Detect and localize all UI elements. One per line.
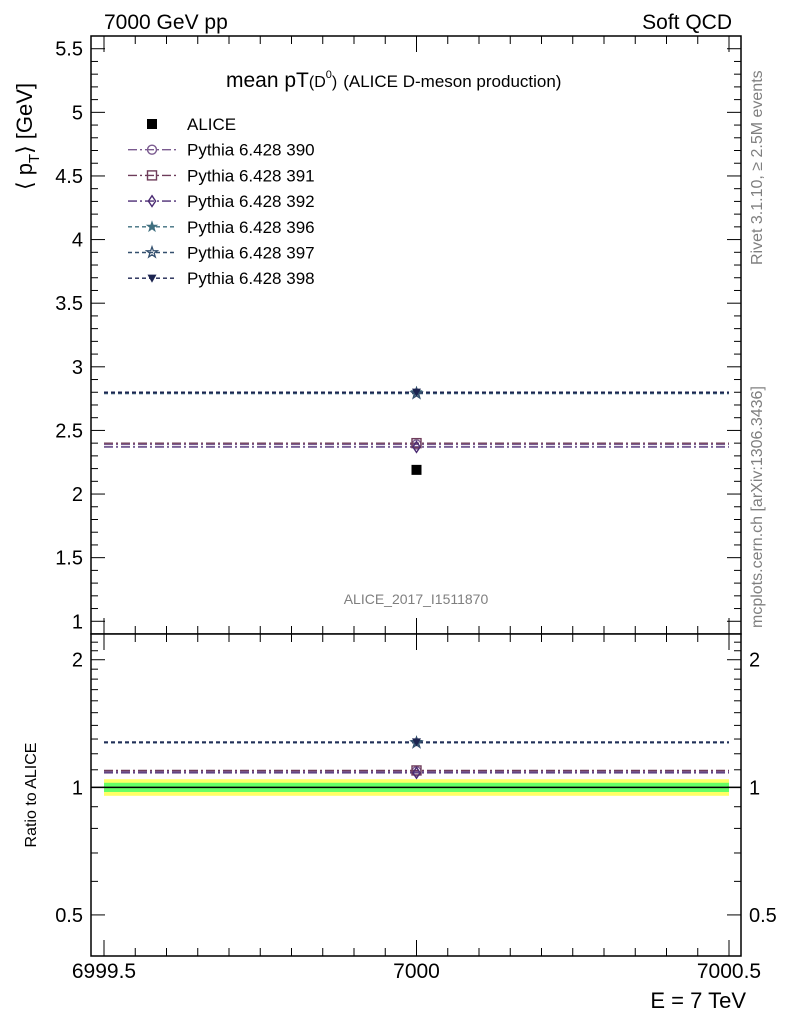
x-axis-label: E = 7 TeV [650, 988, 746, 1013]
main-y-axis-label-sub: T [26, 154, 43, 163]
header-beam-label: 7000 GeV pp [104, 11, 228, 34]
y-tick-label: 3.5 [55, 293, 83, 315]
rivet-version-label: Rivet 3.1.10, ≥ 2.5M events [749, 70, 766, 265]
y-tick-label: 5.5 [55, 39, 83, 61]
ratio-point-p398 [412, 738, 421, 747]
plot-title-main: mean pT [226, 69, 309, 92]
x-tick-labels: 6999.5 7000 7000.5 [72, 960, 761, 983]
data-point-alice [411, 464, 422, 475]
ratio-uncertainty-band [91, 779, 741, 796]
x-tick-label: 7000 [393, 960, 440, 983]
main-panel: 1 1.5 2 2.5 3 3.5 4 4.5 5 5.5 mean pT(D0) (ALICE D… [12, 35, 742, 635]
y-tick-label: 3 [72, 357, 83, 379]
main-y-axis-label-close: ⟩ [GeV] [12, 83, 37, 154]
legend-entry-p397: Pythia 6.428 397 [128, 244, 315, 263]
legend-marker [146, 144, 158, 155]
main-plot-area [91, 36, 741, 634]
main-series-markers [409, 385, 424, 475]
legend-entry-alice: ALICE [147, 115, 236, 134]
data-point-p392 [412, 440, 421, 454]
legend-marker [145, 220, 159, 233]
ratio-y-tick-labels: 0.5 0.5 1 1 2 2 [55, 650, 777, 927]
legend-entry-p396: Pythia 6.428 396 [128, 218, 315, 237]
y-tick-label: 2 [72, 484, 83, 506]
mcplots-reference-label: mcplots.cern.ch [arXiv:1306.3436] [749, 386, 766, 628]
data-point-p391 [411, 437, 422, 449]
y-tick-label: 2.5 [55, 420, 83, 442]
x-tick-label: 7000.5 [697, 960, 761, 983]
y-tick-label: 1 [72, 611, 83, 633]
ratio-y-tick-label: 0.5 [55, 905, 83, 927]
legend-label: Pythia 6.428 398 [187, 269, 315, 288]
legend-marker [144, 244, 160, 259]
data-point-p398 [412, 388, 421, 397]
y-tick-label: 4 [72, 230, 83, 252]
plot-title-sub: (D [309, 74, 326, 91]
legend-entry-p398: Pythia 6.428 398 [128, 269, 315, 288]
main-y-tick-labels: 1 1.5 2 2.5 3 3.5 4 4.5 5 5.5 [55, 39, 83, 634]
legend-marker [147, 119, 157, 129]
main-y-axis-label: ⟨ pT⟩ [GeV] [12, 83, 43, 190]
legend-marker [147, 194, 157, 208]
ratio-series-lines [104, 741, 729, 774]
y-tick-label: 4.5 [55, 166, 83, 188]
header-process-label: Soft QCD [642, 11, 732, 34]
analysis-watermark: ALICE_2017_I1511870 [344, 591, 489, 607]
plot-title-close: ) [332, 74, 337, 91]
x-tick-label: 6999.5 [72, 960, 136, 983]
y-tick-label: 1.5 [55, 548, 83, 570]
ratio-point-p392 [412, 766, 421, 780]
ratio-axes [90, 633, 742, 957]
legend-label: Pythia 6.428 396 [187, 218, 315, 237]
ratio-y-tick-label: 2 [72, 650, 83, 672]
plot-title-extra: (ALICE D-meson production) [343, 72, 561, 91]
ratio-y-tick-label-right: 1 [749, 777, 760, 799]
legend-label: Pythia 6.428 397 [187, 244, 315, 263]
ratio-point-p391 [411, 765, 422, 776]
legend-marker [146, 170, 158, 181]
legend-entry-p390: Pythia 6.428 390 [128, 141, 315, 160]
ratio-y-tick-label-right: 0.5 [749, 905, 777, 927]
ratio-y-axis-label: Ratio to ALICE [23, 743, 40, 848]
plot-title: mean pT(D0) (ALICE D-meson production) [226, 69, 561, 92]
ratio-y-tick-label-right: 2 [749, 650, 760, 672]
legend-label: Pythia 6.428 391 [187, 166, 315, 185]
ratio-series-markers [409, 735, 424, 780]
legend-entry-p392: Pythia 6.428 392 [128, 192, 315, 211]
legend: ALICE Pythia 6.428 390 Pythia 6.428 391 Pyt… [128, 115, 315, 288]
y-tick-label: 5 [72, 102, 83, 124]
main-y-axis-label-open: ⟨ p [12, 163, 37, 190]
legend-label: ALICE [187, 115, 236, 134]
ratio-panel: 0.5 0.5 1 1 2 2 6999.5 7000 7000.5 Ratio to ALI… [23, 633, 777, 1013]
plot-title-sup: 0 [326, 69, 332, 81]
main-plot-background [91, 36, 741, 634]
legend-entry-p391: Pythia 6.428 391 [128, 166, 315, 185]
legend-label: Pythia 6.428 390 [187, 141, 315, 160]
legend-marker [147, 274, 157, 283]
ratio-y-tick-label: 1 [72, 777, 83, 799]
legend-label: Pythia 6.428 392 [187, 192, 315, 211]
